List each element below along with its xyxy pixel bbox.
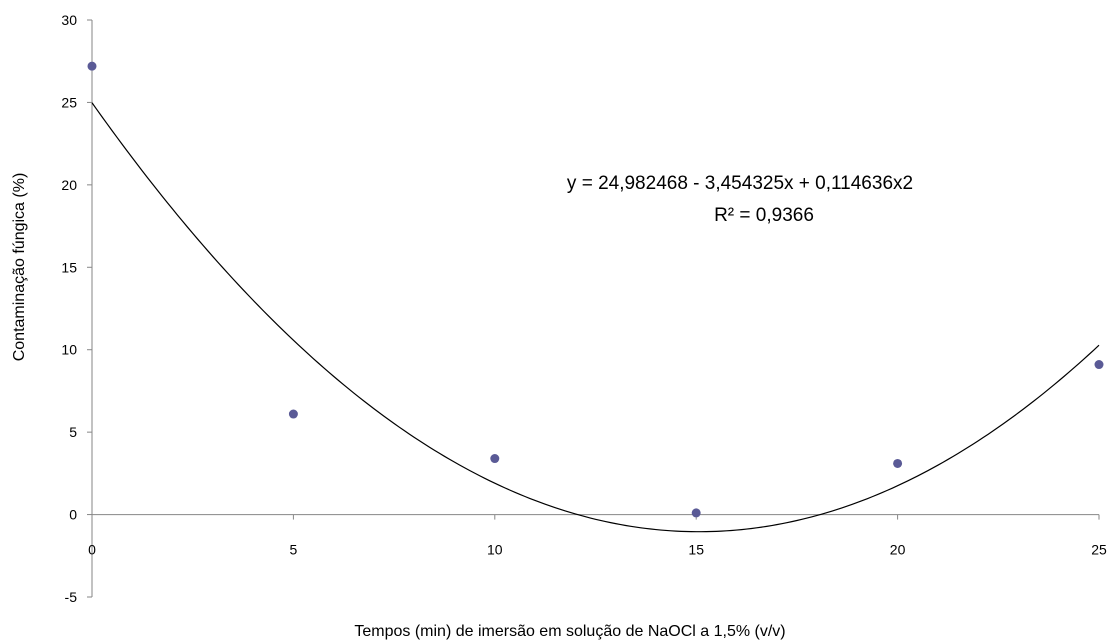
y-axis-title: Contaminação fúngica (%)	[11, 173, 28, 362]
axes: -5 0 5 10 15 20 25 30 0 5 10 15 20 25	[61, 12, 1107, 605]
data-point	[893, 458, 903, 468]
trendline-layer	[91, 102, 1100, 533]
y-tick-label: 5	[69, 424, 77, 440]
r-squared: R² = 0,9366	[714, 205, 814, 226]
data-point	[87, 61, 97, 71]
x-axis-title: Tempos (min) de imersão em solução de Na…	[354, 623, 785, 640]
y-tick-label: -5	[65, 589, 78, 605]
y-tick-label: 0	[69, 507, 77, 523]
y-tick-label: 30	[61, 12, 77, 28]
x-tick-label: 10	[487, 542, 503, 558]
y-tick-label: 15	[61, 259, 77, 275]
data-point	[288, 409, 298, 419]
y-tick-label: 10	[61, 342, 77, 358]
data-point	[490, 454, 500, 464]
y-tick-label: 25	[61, 94, 77, 110]
x-tick-label: 20	[890, 542, 906, 558]
points-layer	[87, 61, 1104, 518]
x-tick-label: 5	[290, 542, 298, 558]
trendline	[91, 102, 1100, 533]
data-point	[691, 508, 701, 518]
trendline-equation: y = 24,982468 - 3,454325x + 0,114636x2	[567, 173, 913, 194]
x-tick-label: 15	[688, 542, 704, 558]
y-tick-label: 20	[61, 177, 77, 193]
data-point	[1094, 360, 1104, 370]
x-tick-label: 25	[1091, 542, 1107, 558]
x-tick-label: 0	[88, 542, 96, 558]
